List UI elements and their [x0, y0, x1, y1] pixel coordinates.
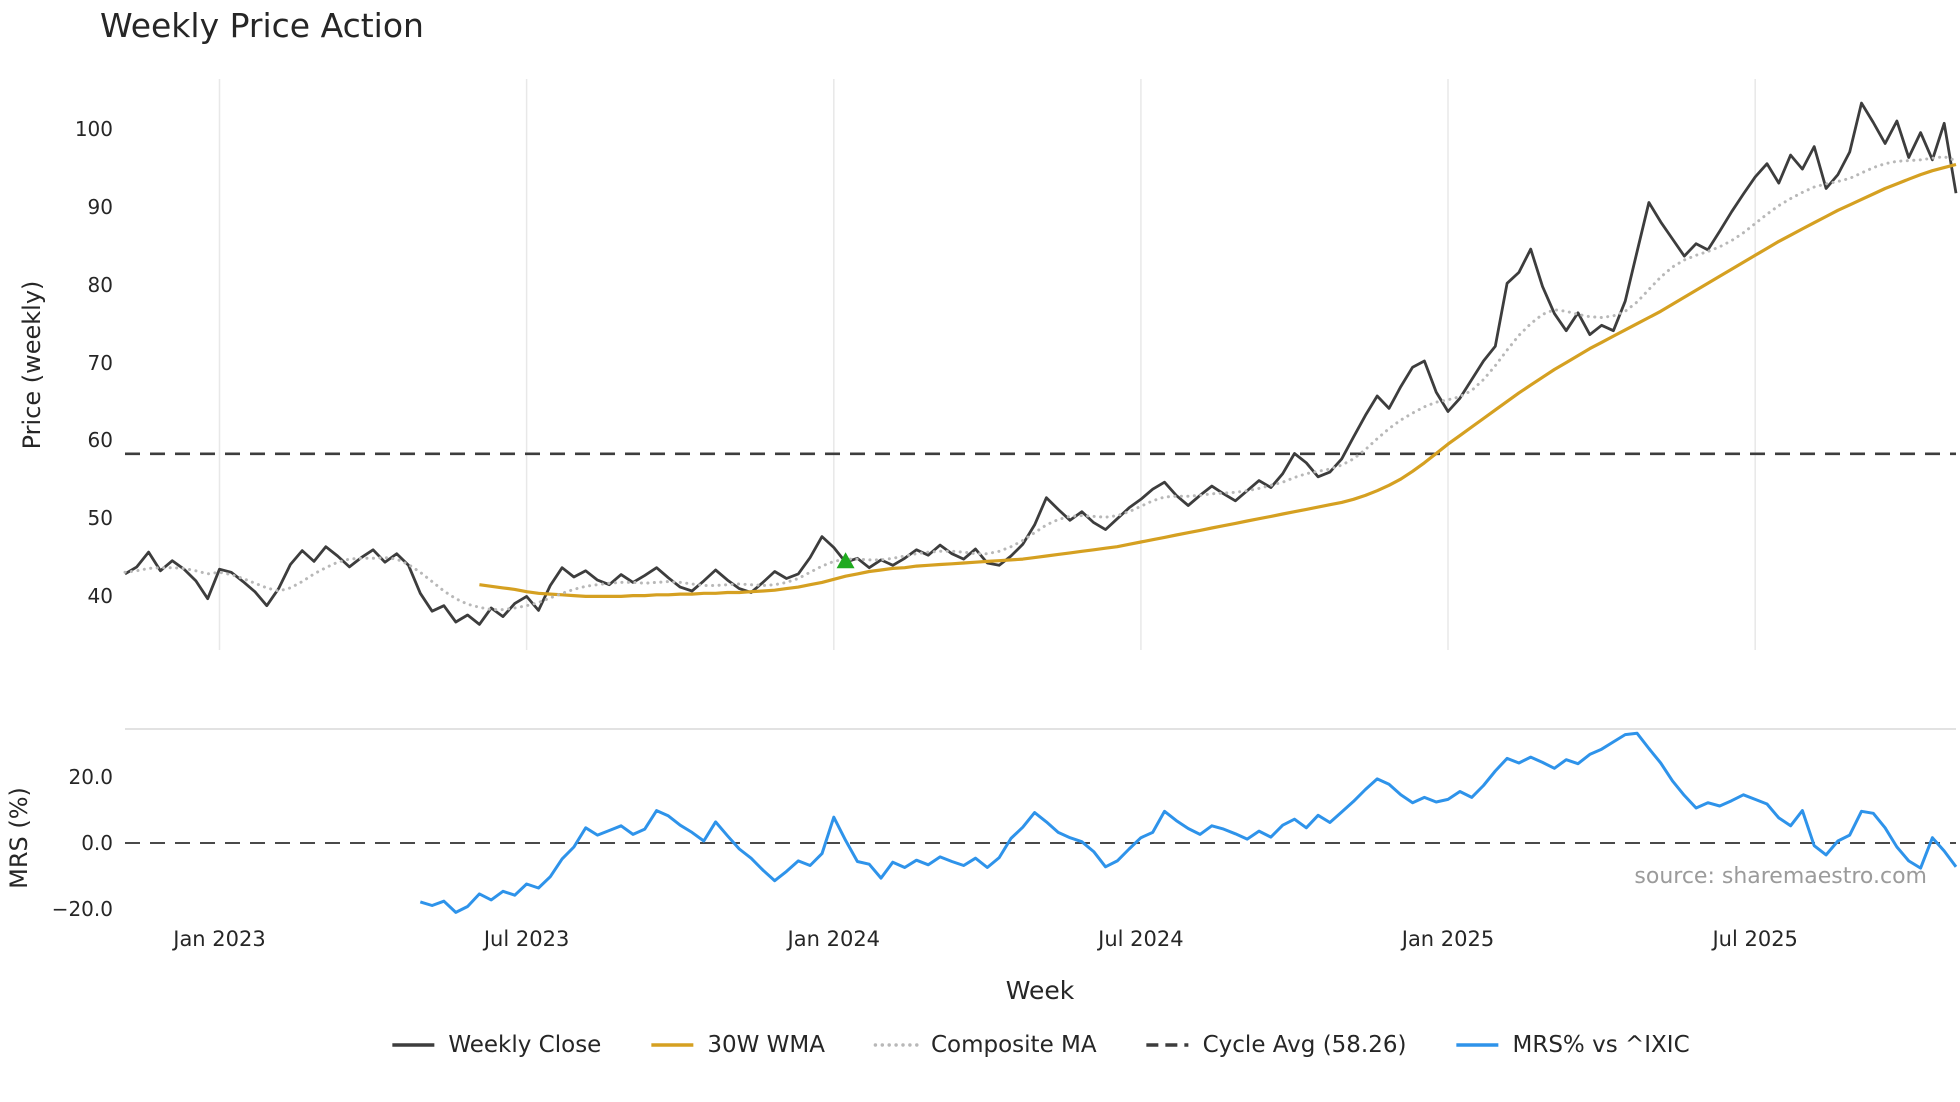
legend-item-mrs-vs-ixic: MRS% vs ^IXIC — [1454, 1032, 1690, 1058]
chart-title: Weekly Price Action — [100, 6, 424, 45]
x-tick-label: Jul 2023 — [483, 927, 570, 951]
mrs-vs-ixic-swatch-icon — [1456, 1043, 1499, 1047]
x-axis-label: Week — [1005, 976, 1075, 1005]
mrs-tick-label: −20.0 — [51, 897, 113, 922]
legend-label: Cycle Avg (58.26) — [1202, 1032, 1407, 1058]
price-tick-label: 100 — [74, 117, 113, 142]
x-tick-label: Jul 2024 — [1098, 927, 1184, 951]
legend-label: Composite MA — [930, 1032, 1097, 1058]
price-tick-label: 50 — [87, 505, 113, 530]
x-tick-label: Jan 2024 — [787, 927, 881, 951]
legend-label: Weekly Close — [448, 1032, 602, 1058]
price-tick-label: 70 — [87, 350, 113, 375]
price-tick-label: 80 — [87, 272, 113, 297]
legend-item-weekly-close: Weekly Close — [390, 1032, 601, 1058]
price-tick-label: 90 — [87, 195, 113, 220]
weekly-close-line — [124, 101, 1958, 626]
price-tick-label: 60 — [87, 428, 113, 453]
legend-label: MRS% vs ^IXIC — [1512, 1032, 1690, 1058]
mrs-tick-label: 20.0 — [68, 764, 113, 789]
x-tick-label: Jan 2025 — [1401, 927, 1495, 951]
legend-label: 30W WMA — [707, 1032, 825, 1058]
legend: Weekly Close 30W WMA Composite MA Cycle Avg… — [390, 1032, 1690, 1058]
mrs-vs-ixic-line — [419, 731, 1958, 914]
composite-ma-line — [123, 155, 1958, 612]
composite-ma-swatch-icon — [873, 1043, 919, 1047]
x-tick-label: Jul 2025 — [1712, 927, 1798, 951]
weekly-close-swatch-icon — [392, 1043, 435, 1047]
legend-item-30w-wma: 30W WMA — [649, 1032, 825, 1058]
mrs-tick-label: 0.0 — [81, 831, 113, 856]
buy-signal-triangle-icon — [836, 552, 855, 569]
x-tick-label: Jan 2023 — [173, 927, 266, 951]
legend-item-cycle-avg-58-26: Cycle Avg (58.26) — [1145, 1032, 1407, 1058]
cycle-avg-58-26-swatch-icon — [1146, 1043, 1189, 1047]
30w-wma-line — [479, 162, 1957, 599]
price-tick-label: 40 — [87, 583, 113, 608]
legend-item-composite-ma: Composite MA — [873, 1032, 1097, 1058]
30w-wma-swatch-icon — [651, 1043, 694, 1047]
source-watermark: source: sharemaestro.com — [1634, 864, 1927, 889]
